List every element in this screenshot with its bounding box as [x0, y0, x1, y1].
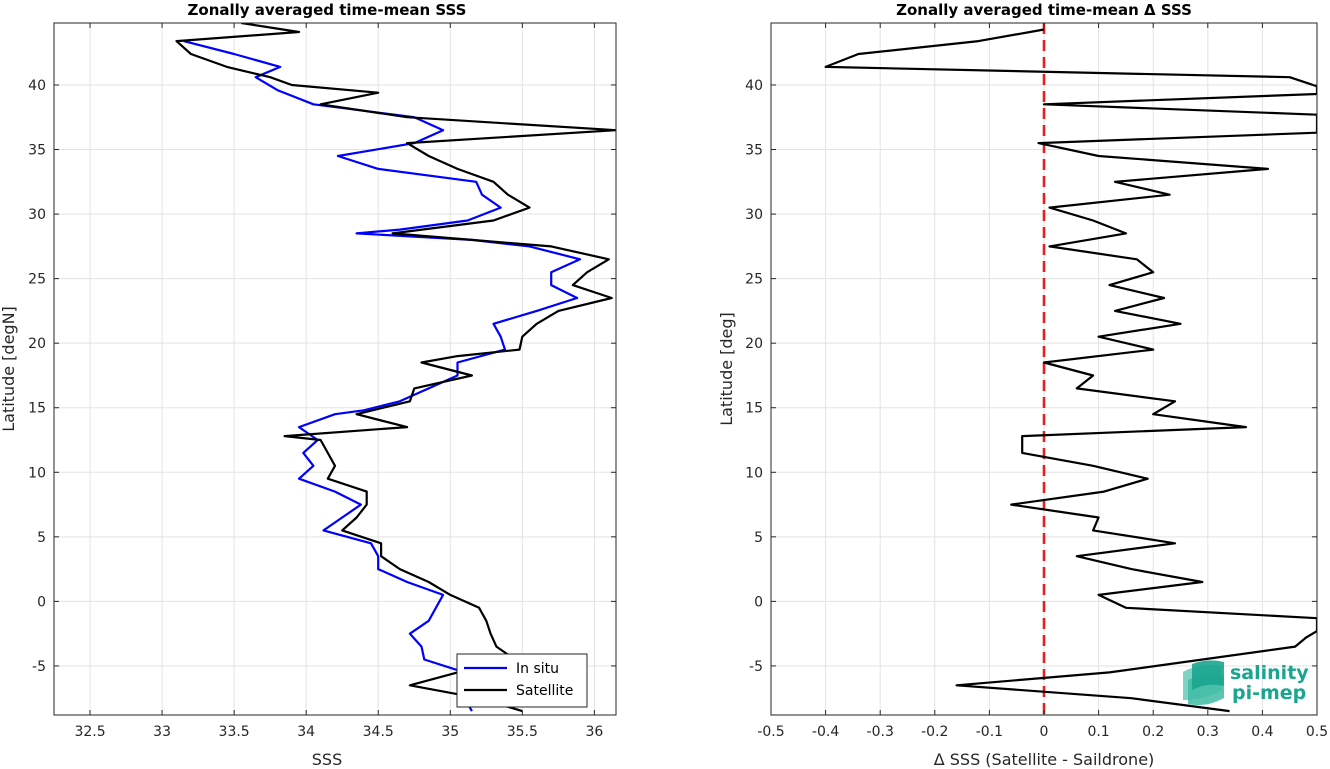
logo-text-salinity: salinity: [1230, 662, 1309, 684]
left-plot-lines: [175, 23, 616, 713]
right-x-tick-label: -0.1: [976, 724, 1003, 740]
right-y-tick-label: 5: [754, 530, 763, 546]
right-x-tick-label: -0.2: [921, 724, 948, 740]
logo-text-pi-mep: pi-mep: [1232, 682, 1306, 704]
left-x-tick-label: 35: [441, 724, 459, 740]
right-y-tick-label: 20: [745, 336, 763, 352]
right-x-tick-label: 0: [1040, 724, 1049, 740]
left-x-tick-label: 32.5: [74, 724, 105, 740]
right-y-tick-label: 10: [745, 465, 763, 481]
left-x-tick-label: 34.5: [363, 724, 394, 740]
right-chart-title: Zonally averaged time-mean Δ SSS: [896, 1, 1192, 19]
left-y-tick-label: 25: [28, 272, 46, 288]
right-x-tick-label: -0.3: [867, 724, 894, 740]
right-y-tick-label: 40: [745, 78, 763, 94]
left-x-tick-label: 34: [297, 724, 315, 740]
right-x-tick-label: -0.4: [812, 724, 839, 740]
logo-wave-icon: [1183, 660, 1224, 706]
left-x-tick-label: 36: [585, 724, 603, 740]
right-series-line-delta-sss: [824, 28, 1317, 713]
right-ticks: -0.5 -0.4 -0.3 -0.2 -0.1 0 0.1 0.2 0.3 0.4 0.5 -5 0 5…: [745, 23, 1328, 740]
left-y-tick-label: -5: [32, 659, 46, 675]
legend: In situ Satellite: [456, 653, 588, 708]
left-y-tick-label: 20: [28, 336, 46, 352]
right-plot-lines: [824, 28, 1317, 713]
left-y-tick-label: 0: [37, 594, 46, 610]
left-x-tick-label: 35.5: [507, 724, 538, 740]
right-y-tick-label: 35: [745, 143, 763, 159]
left-axes-box: [53, 22, 617, 716]
legend-satellite-label: Satellite: [516, 683, 573, 699]
left-y-tick-label: 10: [28, 465, 46, 481]
right-x-tick-label: 0.4: [1251, 724, 1273, 740]
left-axes-background: [54, 23, 616, 715]
left-x-tick-label: 33.5: [219, 724, 250, 740]
left-y-tick-label: 35: [28, 143, 46, 159]
left-x-axis-label: SSS: [312, 750, 342, 769]
salinity-pi-mep-logo: salinity pi-mep: [1183, 660, 1309, 706]
right-x-tick-label: -0.5: [757, 724, 784, 740]
left-y-tick-label: 30: [28, 207, 46, 223]
legend-in-situ-label: In situ: [516, 661, 559, 677]
right-axes: -0.5 -0.4 -0.3 -0.2 -0.1 0 0.1 0.2 0.3 0.4 0.5 -5 0 5…: [717, 1, 1328, 769]
right-y-tick-label: 0: [754, 594, 763, 610]
legend-box: [456, 653, 588, 708]
right-y-axis-label: Latitude [deg]: [717, 312, 736, 426]
right-y-tick-label: 15: [745, 401, 763, 417]
right-x-tick-label: 0.2: [1142, 724, 1164, 740]
right-x-axis-label: Δ SSS (Satellite - Saildrone): [934, 750, 1155, 769]
left-chart-title: Zonally averaged time-mean SSS: [188, 1, 467, 19]
left-series-line-satellite: [175, 23, 616, 713]
right-y-tick-label: 25: [745, 272, 763, 288]
right-x-tick-label: 0.5: [1306, 724, 1328, 740]
left-y-tick-label: 5: [37, 530, 46, 546]
left-series-line-in-situ: [183, 40, 582, 712]
right-x-tick-label: 0.3: [1197, 724, 1219, 740]
left-y-axis-label: Latitude [degN]: [0, 306, 18, 432]
right-x-tick-label: 0.1: [1087, 724, 1109, 740]
left-ticks: 32.5 33 33.5 34 34.5 35 35.5 36 -5 0 5 10 15 20 25 30 35…: [28, 23, 616, 740]
left-y-tick-label: 15: [28, 401, 46, 417]
right-y-tick-label: 30: [745, 207, 763, 223]
left-y-tick-label: 40: [28, 78, 46, 94]
right-y-tick-label: -5: [749, 659, 763, 675]
left-x-tick-label: 33: [153, 724, 171, 740]
left-axes: 32.5 33 33.5 34 34.5 35 35.5 36 -5 0 5 10 15 20 25 30 35…: [0, 1, 617, 769]
